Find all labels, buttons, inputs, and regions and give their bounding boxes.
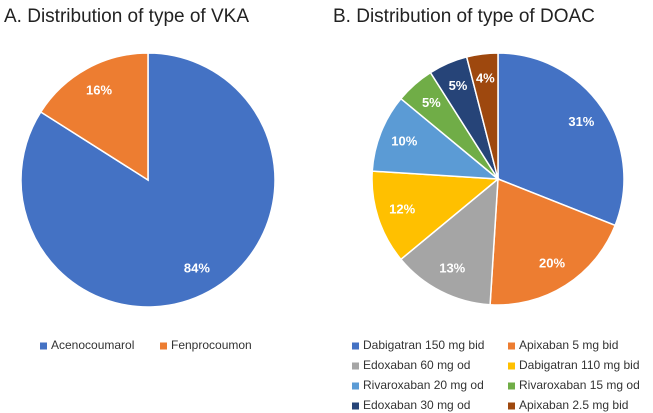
legend-label: Dabigatran 110 mg bid bbox=[519, 358, 640, 372]
data-label: 13% bbox=[439, 260, 465, 275]
legend-label: Fenprocoumon bbox=[171, 338, 252, 352]
pie-slice bbox=[371, 170, 500, 261]
legend-swatch bbox=[352, 382, 359, 390]
data-label: 31% bbox=[568, 114, 594, 129]
legend-swatch bbox=[352, 342, 359, 350]
data-label: 10% bbox=[391, 133, 417, 148]
legend-swatch bbox=[508, 402, 515, 410]
pie-slice bbox=[465, 52, 499, 180]
pie-slice bbox=[399, 177, 499, 306]
data-label: 16% bbox=[86, 82, 112, 97]
legend-label: Apixaban 5 mg bid bbox=[519, 338, 618, 352]
legend-swatch bbox=[508, 382, 515, 390]
pie-slice bbox=[371, 97, 501, 180]
data-label: 12% bbox=[389, 202, 415, 217]
data-label: 4% bbox=[476, 70, 495, 85]
legend-label: Rivaroxaban 20 mg od bbox=[363, 378, 484, 392]
legend-label: Edoxaban 30 mg od bbox=[363, 398, 470, 412]
legend-swatch bbox=[508, 362, 515, 370]
legend-swatch bbox=[352, 362, 359, 370]
data-label: 5% bbox=[422, 95, 441, 110]
legend-label: Edoxaban 60 mg od bbox=[363, 358, 470, 372]
chart-title: A. Distribution of type of VKA bbox=[4, 6, 249, 27]
pie-slice bbox=[39, 52, 149, 182]
legend-swatch bbox=[160, 342, 167, 350]
chart-title: B. Distribution of type of DOAC bbox=[333, 6, 595, 27]
legend-label: Acenocoumarol bbox=[51, 338, 134, 352]
data-label: 84% bbox=[184, 260, 210, 275]
legend-swatch bbox=[40, 342, 47, 350]
data-label: 5% bbox=[449, 78, 468, 93]
legend-swatch bbox=[352, 402, 359, 410]
pie-slice bbox=[497, 52, 625, 227]
data-label: 20% bbox=[539, 256, 565, 271]
legend-label: Rivaroxaban 15 mg od bbox=[519, 378, 640, 392]
legend-label: Apixaban 2.5 mg bid bbox=[519, 398, 628, 412]
legend-label: Dabigatran 150 mg bid bbox=[363, 338, 484, 352]
legend-swatch bbox=[508, 342, 515, 350]
pie-slice bbox=[489, 177, 617, 306]
